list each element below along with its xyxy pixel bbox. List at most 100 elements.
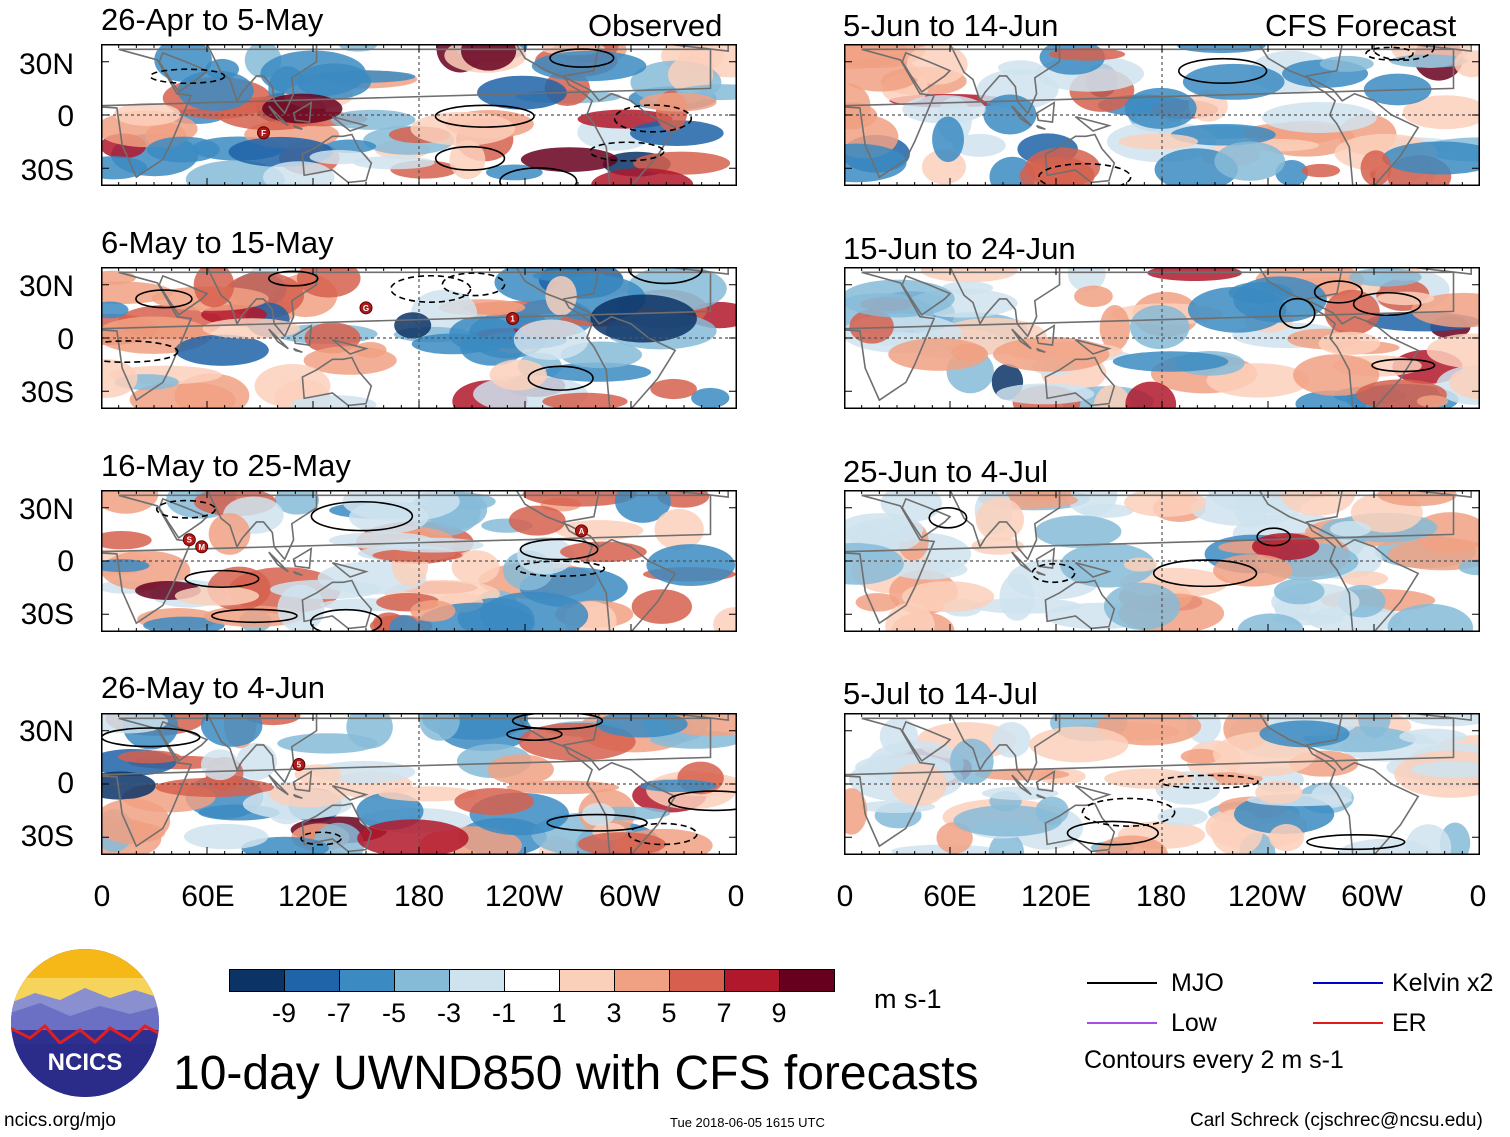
- easterly-anomaly-blob: [1112, 351, 1229, 372]
- coastline: [292, 770, 313, 792]
- ytick-30s: 30S: [20, 154, 74, 187]
- easterly-anomaly-blob: [590, 294, 697, 343]
- map-panel-fc-2: [844, 267, 1480, 409]
- easterly-anomaly-blob: [1182, 63, 1285, 100]
- westerly-anomaly-blob: [1255, 780, 1303, 804]
- westerly-anomaly-blob: [354, 342, 387, 358]
- xtick-60e: 60E: [923, 880, 977, 913]
- westerly-anomaly-blob: [1376, 291, 1435, 306]
- easterly-anomaly-blob: [200, 713, 263, 747]
- mjo-contour-negative: [589, 141, 665, 162]
- mjo-contour-positive: [211, 608, 298, 624]
- westerly-anomaly-blob: [545, 275, 577, 316]
- mjo-contour-negative: [1038, 162, 1132, 186]
- westerly-anomaly-blob: [1180, 748, 1222, 764]
- storm-marker-dot: [292, 757, 306, 771]
- coastline: [101, 494, 712, 625]
- westerly-anomaly-blob: [522, 490, 638, 507]
- colorbar: [229, 969, 835, 992]
- easterly-anomaly-blob: [880, 490, 943, 522]
- coastline: [292, 347, 303, 353]
- westerly-anomaly-blob: [118, 750, 181, 764]
- mjo-contour-positive: [511, 713, 604, 730]
- westerly-anomaly-blob: [577, 832, 666, 855]
- coastline: [1011, 328, 1032, 350]
- easterly-anomaly-blob: [263, 161, 335, 186]
- easterly-anomaly-blob: [879, 717, 919, 755]
- coastline: [515, 490, 677, 632]
- mjo-contour-negative: [1081, 797, 1176, 827]
- main-title: 10-day UWND850 with CFS forecasts: [173, 1047, 979, 1100]
- easterly-anomaly-blob: [384, 537, 484, 553]
- legend-kelvin-label: Kelvin x2: [1392, 969, 1494, 997]
- footer-url[interactable]: ncics.org/mjo: [4, 1110, 116, 1131]
- westerly-anomaly-blob: [460, 44, 517, 71]
- westerly-anomaly-blob: [1360, 150, 1392, 186]
- panel-title-fc-3: 25-Jun to 4-Jul: [843, 454, 1049, 489]
- coastline: [158, 720, 209, 763]
- easterly-anomaly-blob: [1405, 824, 1452, 855]
- storm-marker-dot: [257, 126, 271, 140]
- forecast-label: CFS Forecast: [1265, 8, 1457, 43]
- westerly-anomaly-blob: [101, 798, 171, 844]
- easterly-anomaly-blob: [1382, 141, 1480, 175]
- colorbar-tick-label: -9: [271, 998, 297, 1028]
- westerly-anomaly-blob: [451, 550, 500, 585]
- coastline: [206, 490, 318, 561]
- coastline: [301, 802, 373, 853]
- storm-marker-label: F: [261, 129, 266, 138]
- easterly-anomaly-blob: [175, 334, 269, 366]
- mjo-contour-positive: [434, 145, 506, 171]
- westerly-anomaly-blob: [975, 497, 1024, 542]
- coastline: [1035, 547, 1056, 569]
- xtick-120e: 120E: [277, 880, 349, 913]
- mjo-contour-negative: [300, 831, 342, 846]
- storm-marker-label: A: [579, 527, 585, 536]
- coastline: [101, 271, 712, 402]
- coastline: [1035, 124, 1046, 130]
- coastline: [901, 51, 952, 94]
- easterly-anomaly-blob: [419, 713, 460, 741]
- westerly-anomaly-blob: [1377, 490, 1457, 507]
- ytick-30n: 30N: [18, 48, 74, 81]
- easterly-anomaly-blob: [1357, 713, 1391, 738]
- westerly-anomaly-blob: [1147, 267, 1243, 282]
- xtick-120e: 120E: [1020, 880, 1092, 913]
- easterly-anomaly-blob: [1067, 267, 1106, 292]
- mjo-contour-positive: [1066, 820, 1159, 846]
- coastline: [949, 267, 1061, 338]
- easterly-anomaly-blob: [309, 149, 369, 165]
- mjo-contour-positive: [1178, 57, 1268, 85]
- westerly-anomaly-blob: [1449, 365, 1480, 400]
- coastline: [101, 48, 712, 179]
- colorbar-tick-label: -7: [326, 998, 352, 1028]
- mjo-contour-negative: [1158, 774, 1259, 790]
- westerly-anomaly-blob: [1123, 557, 1158, 572]
- easterly-anomaly-blob: [941, 281, 994, 295]
- mjo-contour-positive: [506, 727, 563, 742]
- mjo-contour-negative: [1371, 44, 1435, 61]
- westerly-anomaly-blob: [1099, 305, 1131, 351]
- westerly-anomaly-blob: [1454, 49, 1480, 78]
- coastline: [158, 274, 209, 317]
- westerly-anomaly-blob: [844, 788, 868, 835]
- coastline: [1074, 562, 1112, 578]
- mjo-contour-negative: [628, 822, 698, 846]
- colorbar-swatch: [779, 969, 835, 992]
- coastline: [1258, 44, 1420, 186]
- coastline: [1409, 267, 1472, 275]
- mjo-contour-positive: [1371, 358, 1436, 373]
- map-panel-fc-3: [844, 490, 1480, 632]
- mjo-contour-positive: [1313, 280, 1363, 304]
- ytick-0: 0: [57, 100, 74, 133]
- easterly-anomaly-blob: [143, 616, 225, 632]
- coastline: [901, 720, 952, 763]
- westerly-anomaly-blob: [269, 781, 346, 808]
- coastline: [331, 116, 369, 132]
- easterly-anomaly-blob: [844, 279, 955, 318]
- coastline: [901, 274, 952, 317]
- easterly-anomaly-blob: [1233, 276, 1327, 323]
- logo-text: NCICS: [48, 1049, 123, 1076]
- easterly-anomaly-blob: [101, 301, 129, 319]
- easterly-anomaly-blob: [477, 75, 567, 110]
